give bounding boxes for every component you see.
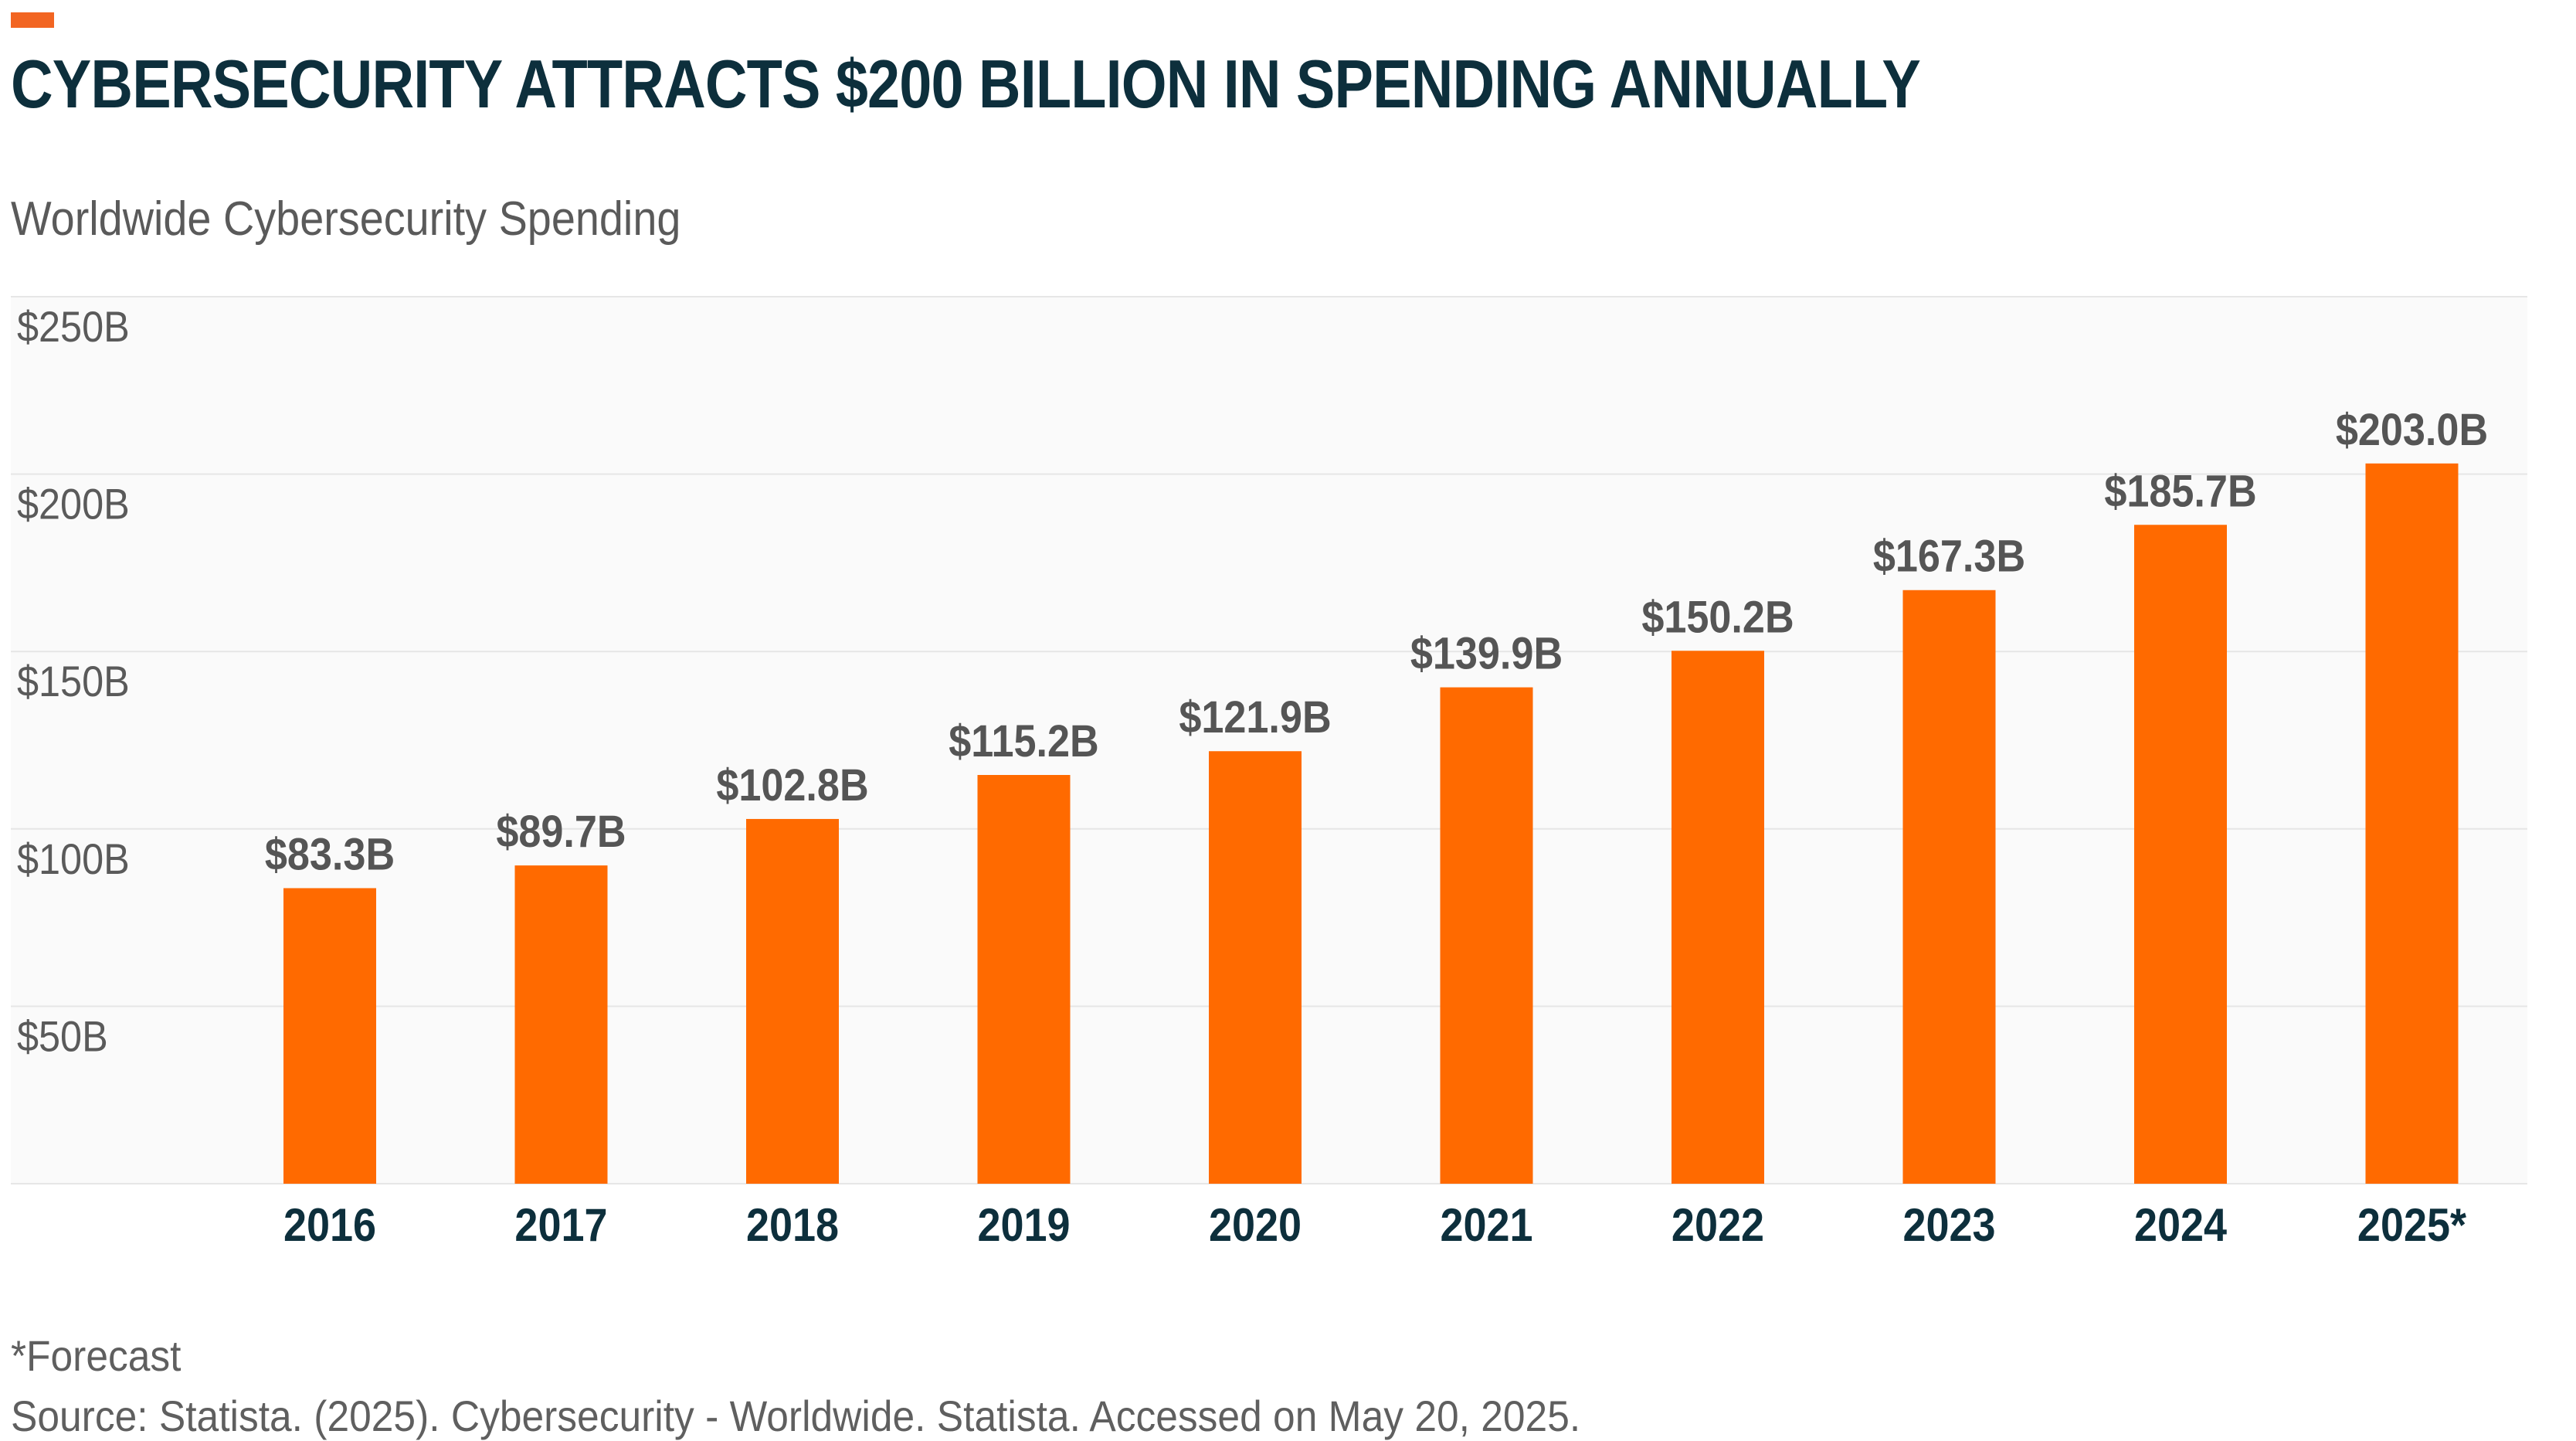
x-tick-label: 2024 xyxy=(2134,1199,2227,1251)
bar xyxy=(1902,590,1996,1184)
x-tick-label: 2021 xyxy=(1440,1199,1532,1251)
bar xyxy=(2134,525,2227,1184)
x-tick-label: 2016 xyxy=(283,1199,376,1251)
y-tick-label: $150B xyxy=(17,658,130,706)
bar-value-labels: $83.3B $89.7B $102.8B $115.2B $121.9B $139.9B… xyxy=(265,404,2488,879)
bar-chart: $50B $100B $150B $200B $250B $83.3B $89.7B $10… xyxy=(11,296,2527,1252)
bar-value-label: $102.8B xyxy=(716,760,868,810)
bar-value-label: $203.0B xyxy=(2336,404,2488,454)
bar-value-label: $121.9B xyxy=(1179,692,1331,743)
bar xyxy=(1209,751,1302,1184)
x-tick-label: 2017 xyxy=(514,1199,607,1251)
chart-title: CYBERSECURITY ATTRACTS $200 BILLION IN S… xyxy=(11,46,1921,122)
bars xyxy=(283,463,2459,1184)
bar-value-label: $185.7B xyxy=(2104,466,2256,516)
y-tick-label: $50B xyxy=(17,1013,108,1061)
bar xyxy=(283,888,376,1184)
x-tick-label: 2020 xyxy=(1209,1199,1302,1251)
x-axis-ticks: 2016 2017 2018 2019 2020 2021 2022 2023 2024 2025… xyxy=(283,1199,2467,1251)
x-tick-label: 2025* xyxy=(2357,1199,2467,1251)
bar-value-label: $150.2B xyxy=(1641,592,1794,642)
chart-subtitle: Worldwide Cybersecurity Spending xyxy=(11,192,681,246)
accent-bar xyxy=(11,12,54,28)
y-axis-ticks: $50B $100B $150B $200B $250B xyxy=(17,304,130,1061)
bar-value-label: $139.9B xyxy=(1410,628,1563,678)
y-tick-label: $200B xyxy=(17,481,130,528)
forecast-footnote: *Forecast xyxy=(11,1331,182,1380)
bar-value-label: $167.3B xyxy=(1873,531,2025,581)
x-tick-label: 2023 xyxy=(1902,1199,1995,1251)
bar xyxy=(2365,463,2459,1184)
bar xyxy=(1672,651,1764,1184)
x-tick-label: 2019 xyxy=(977,1199,1070,1251)
bar-value-label: $115.2B xyxy=(949,715,1098,766)
bar-value-label: $89.7B xyxy=(496,807,626,857)
y-tick-label: $100B xyxy=(17,835,130,883)
bar-value-label: $83.3B xyxy=(265,829,395,879)
y-tick-label: $250B xyxy=(17,304,130,352)
bar xyxy=(746,818,839,1184)
bar xyxy=(1440,687,1533,1184)
bar xyxy=(977,775,1071,1184)
x-tick-label: 2022 xyxy=(1672,1199,1764,1251)
x-tick-label: 2018 xyxy=(746,1199,839,1251)
bar xyxy=(514,865,608,1184)
source-footnote: Source: Statista. (2025). Cybersecurity … xyxy=(11,1392,1581,1440)
